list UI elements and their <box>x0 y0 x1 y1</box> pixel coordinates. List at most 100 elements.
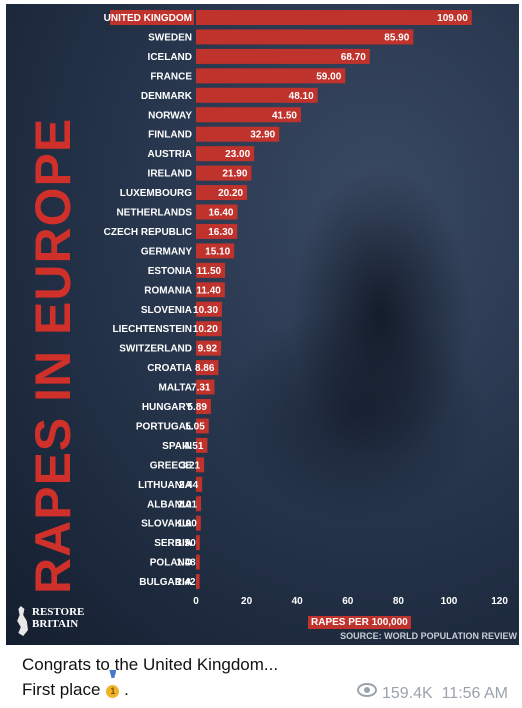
category-label: PORTUGAL <box>136 421 192 432</box>
bar <box>196 496 202 512</box>
bar <box>196 437 208 453</box>
bar <box>196 107 301 123</box>
value-label: 11.50 <box>197 266 222 277</box>
value-label: 68.70 <box>341 52 366 63</box>
category-label: LIECHTENSTEIN <box>113 324 192 335</box>
value-label: 2.01 <box>178 499 198 510</box>
value-label: 16.30 <box>208 227 233 238</box>
category-label: HUNGARY <box>142 402 193 413</box>
bar <box>196 204 238 220</box>
bar <box>196 87 318 103</box>
bar <box>196 29 414 45</box>
bar <box>196 282 225 298</box>
x-tick-label: 0 <box>193 596 199 607</box>
value-label: 85.90 <box>384 32 409 43</box>
x-tick-label: 60 <box>342 596 354 607</box>
view-count: 159.4K <box>381 685 433 702</box>
category-label: UNITED KINGDOM <box>104 13 192 24</box>
value-label: 21.90 <box>222 169 247 180</box>
category-label: SWITZERLAND <box>119 344 192 355</box>
bar <box>196 146 255 162</box>
eye-icon <box>356 683 377 697</box>
value-label: 32.90 <box>250 130 275 141</box>
value-label: 1.50 <box>176 538 196 549</box>
x-tick-label: 120 <box>491 596 508 607</box>
bar <box>196 515 201 531</box>
bar <box>196 10 472 25</box>
value-label: 11.40 <box>196 285 221 296</box>
category-label: AUSTRIA <box>148 149 192 160</box>
category-label: SLOVENIA <box>141 305 192 316</box>
category-label: LUXEMBOURG <box>120 188 192 199</box>
value-label: 10.20 <box>193 324 218 335</box>
value-label: 109.00 <box>437 13 468 24</box>
category-label: ICELAND <box>148 52 192 63</box>
bar <box>196 574 200 590</box>
value-label: 2.44 <box>179 480 199 491</box>
x-tick-label: 40 <box>292 596 304 607</box>
bar <box>196 340 222 356</box>
category-label: SERBIA <box>154 538 192 549</box>
x-axis-label: RAPES PER 100,000 <box>308 616 411 629</box>
value-label: 4.51 <box>184 441 204 452</box>
value-label: 5.89 <box>187 402 207 413</box>
value-label: 1.42 <box>176 577 196 588</box>
chart-image[interactable]: RAPES IN EUROPE UNITED KINGDOM 109.00 SWED… <box>6 4 519 645</box>
value-label: 8.86 <box>195 363 215 374</box>
value-label: 59.00 <box>316 71 341 82</box>
category-label: CZECH REPUBLIC <box>104 227 192 238</box>
value-label: 3.21 <box>181 460 201 471</box>
category-label: MALTA <box>158 383 192 394</box>
x-tick-label: 100 <box>441 596 458 607</box>
post-time: 11:56 AM <box>441 685 508 702</box>
category-label: LITHUANIA <box>138 480 192 491</box>
bar <box>196 379 215 395</box>
value-label: 1.90 <box>177 519 197 530</box>
logo-line1: RESTORE <box>32 606 85 618</box>
value-label: 16.40 <box>208 208 233 219</box>
value-label: 48.10 <box>289 91 314 102</box>
logo-line2: BRITAIN <box>32 618 79 630</box>
value-label: 20.20 <box>218 188 243 199</box>
x-tick-label: 20 <box>241 596 253 607</box>
value-label: 1.48 <box>176 558 196 569</box>
category-label: SLOVAKIA <box>141 519 192 530</box>
category-label: ROMANIA <box>144 285 192 296</box>
bar <box>196 554 200 570</box>
bar <box>196 301 223 317</box>
category-label: IRELAND <box>148 169 192 180</box>
value-label: 5.05 <box>185 421 205 432</box>
category-label: SWEDEN <box>148 32 192 43</box>
post-caption: Congrats to the United Kingdom... First … <box>22 652 278 702</box>
first-place-medal-icon: 1 <box>106 670 120 702</box>
bar <box>196 243 235 259</box>
bar <box>196 321 222 337</box>
bar <box>196 476 203 492</box>
value-label: 7.31 <box>191 383 211 394</box>
source-label: SOURCE: WORLD POPULATION REVIEW <box>340 631 517 641</box>
category-label: ALBANIA <box>147 499 192 510</box>
bar <box>196 418 209 434</box>
category-label: NORWAY <box>148 110 192 121</box>
category-highlight <box>110 10 194 25</box>
post-meta: 159.4K 11:56 AM <box>356 683 508 703</box>
value-label: 23.00 <box>225 149 250 160</box>
bar <box>196 48 370 64</box>
category-label: DENMARK <box>141 91 193 102</box>
britain-map-icon <box>17 606 28 636</box>
bar <box>196 185 248 201</box>
bar <box>196 68 346 84</box>
bar <box>196 223 238 239</box>
category-label: CROATIA <box>147 363 192 374</box>
caption-line-1: Congrats to the United Kingdom... <box>22 655 279 674</box>
value-label: 9.92 <box>198 344 218 355</box>
category-label: FINLAND <box>148 130 192 141</box>
value-label: 41.50 <box>272 110 297 121</box>
category-label: BULGARIA <box>139 577 192 588</box>
category-label: GERMANY <box>141 246 192 257</box>
caption-line-2: First place <box>22 680 101 699</box>
category-label: NETHERLANDS <box>116 208 192 219</box>
bar <box>196 535 200 551</box>
bar <box>196 126 280 142</box>
